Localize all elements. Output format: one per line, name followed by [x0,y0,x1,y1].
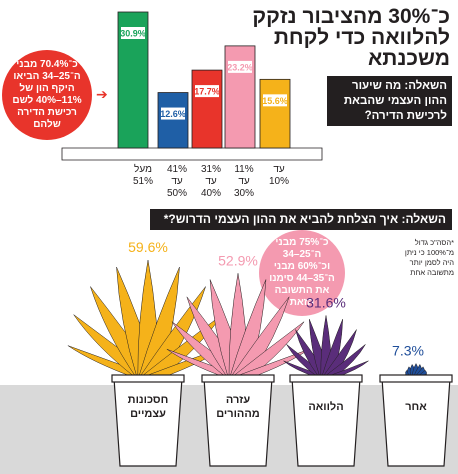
pot-rim-1 [201,374,275,383]
bar-value-label-3: 23.2% [227,62,253,72]
bar-label-box-1 [161,107,185,120]
bar-2 [191,69,223,149]
callout-text: כ־70.4% מבני ה־25–34 הביאו היקף הון של 1… [12,59,82,130]
pot-0 [113,377,183,467]
callout-age-25-34-equity: כ־70.4% מבני ה־25–34 הביאו היקף הון של 1… [2,50,92,140]
plant-layer: חסכונות עצמיים 59.6% עזרה מההורים 52.9% הלוואה… [67,239,453,467]
pot-label-0: חסכונות [128,394,169,406]
plant-value-label-1: 52.9% [218,252,258,268]
category-label-1: עד [171,176,183,187]
plant-value-label-0: 59.6% [128,239,168,255]
question-equity-share: השאלה: מה שיעור ההון העצמי שהבאת לרכישת … [327,76,452,126]
pot-label-2: הלוואה [308,400,343,413]
bar-value-label-2: 17.7% [194,87,220,97]
category-label-3: 11% [234,164,253,175]
bar-value-label-4: 15.6% [262,96,288,106]
bar-value-label-1: 12.6% [160,109,186,119]
pot-2 [291,377,361,467]
equity-bar-chart: 30.9%מעל51%12.6%41%עד50%17.7%31%עד40%23.… [61,11,323,199]
category-label-1: 50% [167,188,187,199]
plant-value-label-3: 7.3% [392,343,424,359]
pot-label-1: עזרה [226,394,250,406]
question-equity-source: השאלה: איך הצלחת להביא את ההון העצמי הדר… [150,209,452,230]
pot-rim-3 [379,374,453,383]
category-label-2: 40% [201,188,221,199]
bar-label-box-3 [228,60,252,73]
plant-value-label-2: 31.6% [306,294,346,310]
category-label-2: 31% [201,164,221,175]
category-label-3: עד [238,176,250,187]
callout-parents-help: כ־75% מבני ה־25–34 וכ־60% מבני ה־35–44 ס… [259,230,345,316]
plant-2: הלוואה 31.6% [283,294,369,467]
category-label-4: עד [273,164,285,175]
category-label-3: 30% [234,188,254,199]
category-label-0: 51% [133,176,153,187]
category-label-0: מעל [134,163,152,175]
category-label-4: 10% [269,176,289,187]
arrow-icon: ➔ [96,86,108,102]
bar-value-label-0: 30.9% [120,29,146,39]
category-label-2: עד [205,176,217,187]
category-label-1: 41% [167,164,187,175]
pot-label-0: עצמיים [130,408,166,420]
bar-label-box-2 [195,85,219,98]
pot-rim-2 [289,374,363,383]
bar-4 [259,78,291,149]
footnote: *הסה"כ גדול מ־100% כי ניתן היה לסמן יותר… [404,238,454,277]
pot-label-1: מההורים [216,408,260,420]
bar-label-box-0 [121,27,145,39]
page-title: כ־30% מהציבור נזקק להלוואה כדי לקחת משכנ… [252,5,450,70]
pot-rim-0 [111,374,185,383]
pot-label-3: אחר [405,401,427,413]
bar-1 [157,92,189,149]
bar-layer: 30.9%מעל51%12.6%41%עד50%17.7%31%עד40%23.… [61,11,323,199]
plant-3: אחר 7.3% [379,343,453,467]
plant-1: עזרה מההורים 52.9% [166,252,310,467]
pot-1 [203,377,273,467]
pot-3 [381,377,451,467]
bar-label-box-4 [263,94,287,107]
callout-text: כ־75% מבני ה־25–34 וכ־60% מבני ה־35–44 ס… [269,237,335,308]
